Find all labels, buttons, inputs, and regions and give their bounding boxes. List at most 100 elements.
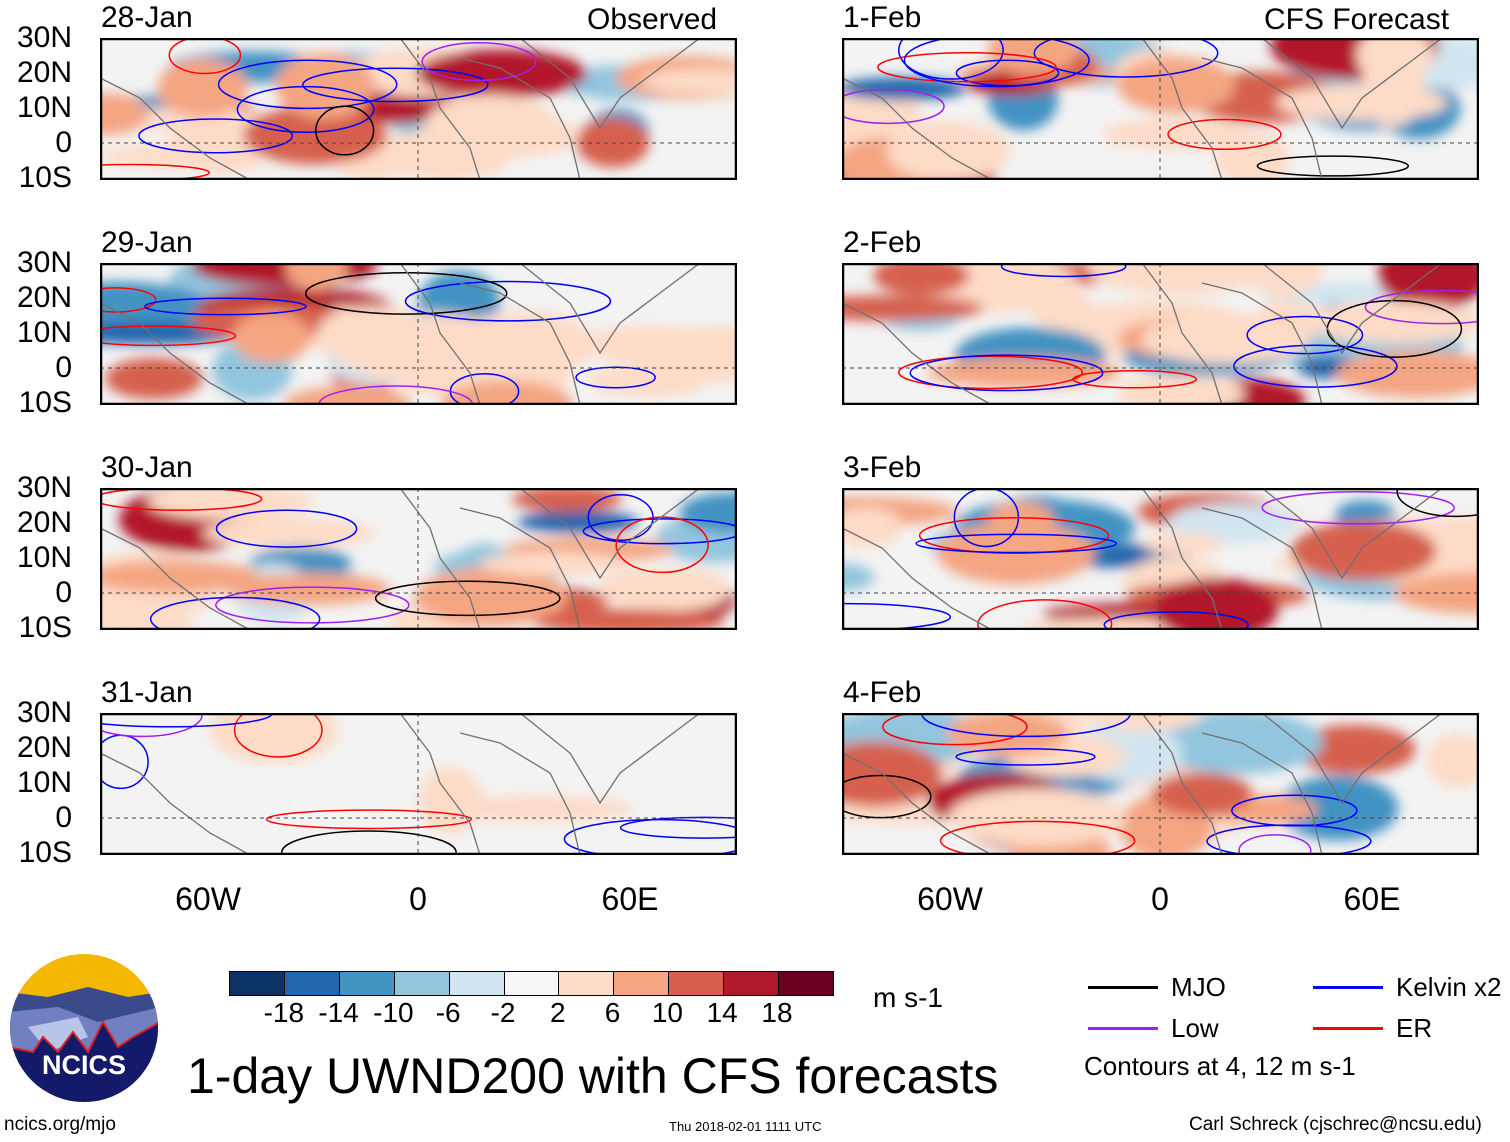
wind-anomaly-region bbox=[1143, 532, 1224, 556]
panel-frame bbox=[842, 488, 1479, 630]
lat-label: 10S bbox=[18, 161, 72, 194]
wind-anomaly-region bbox=[842, 77, 967, 101]
contour-line bbox=[903, 38, 1090, 88]
lat-label: 10N bbox=[16, 316, 72, 349]
wind-anomaly-region bbox=[416, 49, 587, 98]
colorbar-swatch bbox=[449, 972, 505, 995]
wind-anomaly-region bbox=[284, 386, 412, 405]
contour-line bbox=[304, 272, 508, 315]
colorbar-swatch bbox=[284, 972, 340, 995]
colorbar-swatch bbox=[559, 972, 615, 995]
contour-line bbox=[898, 38, 1004, 80]
lat-label: 0 bbox=[55, 801, 72, 834]
lat-label: 20N bbox=[16, 56, 72, 89]
wind-anomaly-region bbox=[1275, 84, 1449, 121]
footer-url[interactable]: ncics.org/mjo bbox=[4, 1114, 116, 1135]
wind-anomaly-region bbox=[1102, 118, 1254, 150]
map-panel bbox=[842, 38, 1479, 180]
coastline bbox=[842, 38, 1443, 180]
contour-line bbox=[1246, 315, 1364, 355]
coastline bbox=[100, 38, 701, 180]
forecast-header: CFS Forecast bbox=[1264, 3, 1450, 36]
contour-line bbox=[149, 596, 321, 630]
lat-label: 10S bbox=[18, 611, 72, 644]
wind-anomaly-region bbox=[1018, 617, 1200, 630]
map-panel bbox=[100, 263, 737, 405]
colorbar-swatch bbox=[724, 972, 780, 995]
wind-anomaly-region bbox=[452, 310, 595, 379]
coastline bbox=[100, 713, 701, 855]
wind-anomaly-region bbox=[1153, 578, 1279, 630]
lon-label-right: 60E bbox=[1343, 881, 1401, 917]
wind-anomaly-region bbox=[627, 568, 731, 611]
panel-frame bbox=[842, 38, 1479, 180]
lat-label: 30N bbox=[16, 21, 72, 54]
wind-anomaly-region bbox=[1166, 503, 1299, 544]
panel-date: 1-Feb bbox=[843, 1, 922, 34]
wind-anomaly-region bbox=[1336, 350, 1479, 398]
wind-anomaly-region bbox=[1302, 300, 1479, 344]
legend-line-er bbox=[1313, 1027, 1383, 1030]
contour-line bbox=[1364, 289, 1479, 325]
contour-line bbox=[100, 488, 263, 511]
contour-line bbox=[915, 533, 1118, 554]
contour-line bbox=[898, 355, 1084, 390]
colorbar-units: m s-1 bbox=[873, 982, 943, 1013]
panel-date: 29-Jan bbox=[101, 226, 193, 259]
coastline bbox=[100, 263, 701, 405]
contour-line bbox=[939, 820, 1136, 855]
contour-line bbox=[280, 830, 457, 855]
lon-label-left: 60W bbox=[175, 881, 241, 917]
colorbar-tick-label: 6 bbox=[604, 997, 621, 1028]
wind-anomaly-region bbox=[147, 488, 314, 520]
wind-anomaly-region bbox=[517, 510, 639, 534]
wind-anomaly-region bbox=[315, 305, 432, 365]
panel-date: 2-Feb bbox=[843, 226, 922, 259]
wind-anomaly-region bbox=[1152, 772, 1253, 816]
contour-line bbox=[100, 163, 211, 180]
contour-line bbox=[1000, 263, 1127, 278]
lat-label: 30N bbox=[16, 696, 72, 729]
panel-frame bbox=[842, 713, 1479, 855]
wind-anomaly-region bbox=[1292, 724, 1416, 775]
wind-anomaly-region bbox=[886, 121, 1011, 180]
lon-label-right: 0 bbox=[1151, 881, 1169, 917]
contour-line bbox=[100, 287, 157, 313]
wind-anomaly-region bbox=[1377, 263, 1479, 310]
contour-line bbox=[144, 297, 307, 316]
contour-line bbox=[233, 713, 323, 758]
panel-date: 28-Jan bbox=[101, 1, 193, 34]
panel-date: 30-Jan bbox=[101, 451, 193, 484]
colorbar-swatch bbox=[230, 972, 285, 995]
wind-anomaly-region bbox=[1141, 314, 1311, 365]
colorbar-tick-label: -14 bbox=[318, 997, 359, 1028]
lat-label: 10S bbox=[18, 386, 72, 419]
contour-line bbox=[877, 51, 1057, 83]
wind-anomaly-region bbox=[1290, 521, 1437, 581]
lat-label: 30N bbox=[16, 246, 72, 279]
wind-anomaly-region bbox=[100, 93, 149, 135]
colorbar-swatch bbox=[779, 972, 833, 995]
wind-anomaly-region bbox=[1030, 288, 1096, 331]
colorbar-swatch bbox=[614, 972, 670, 995]
panel-date: 3-Feb bbox=[843, 451, 922, 484]
legend-line-kelvin-x2 bbox=[1313, 986, 1383, 989]
lon-label-left: 60E bbox=[601, 881, 659, 917]
contour-line bbox=[215, 586, 410, 624]
legend-label: ER bbox=[1396, 1013, 1433, 1043]
lon-label-right: 60W bbox=[917, 881, 983, 917]
panel-date: 4-Feb bbox=[843, 676, 922, 709]
wind-anomaly-region bbox=[157, 58, 248, 118]
wind-anomaly-region bbox=[641, 68, 737, 95]
colorbar-tick-label: -2 bbox=[490, 997, 516, 1028]
wind-anomaly-region bbox=[1356, 38, 1434, 85]
colorbar bbox=[229, 971, 834, 996]
lat-label: 0 bbox=[55, 351, 72, 384]
legend-label: Low bbox=[1171, 1013, 1219, 1043]
wind-anomaly-region bbox=[1116, 57, 1236, 114]
lat-label: 10N bbox=[16, 91, 72, 124]
contour-line bbox=[1231, 794, 1358, 827]
contour-line bbox=[265, 809, 472, 830]
wind-anomaly-region bbox=[435, 795, 635, 823]
